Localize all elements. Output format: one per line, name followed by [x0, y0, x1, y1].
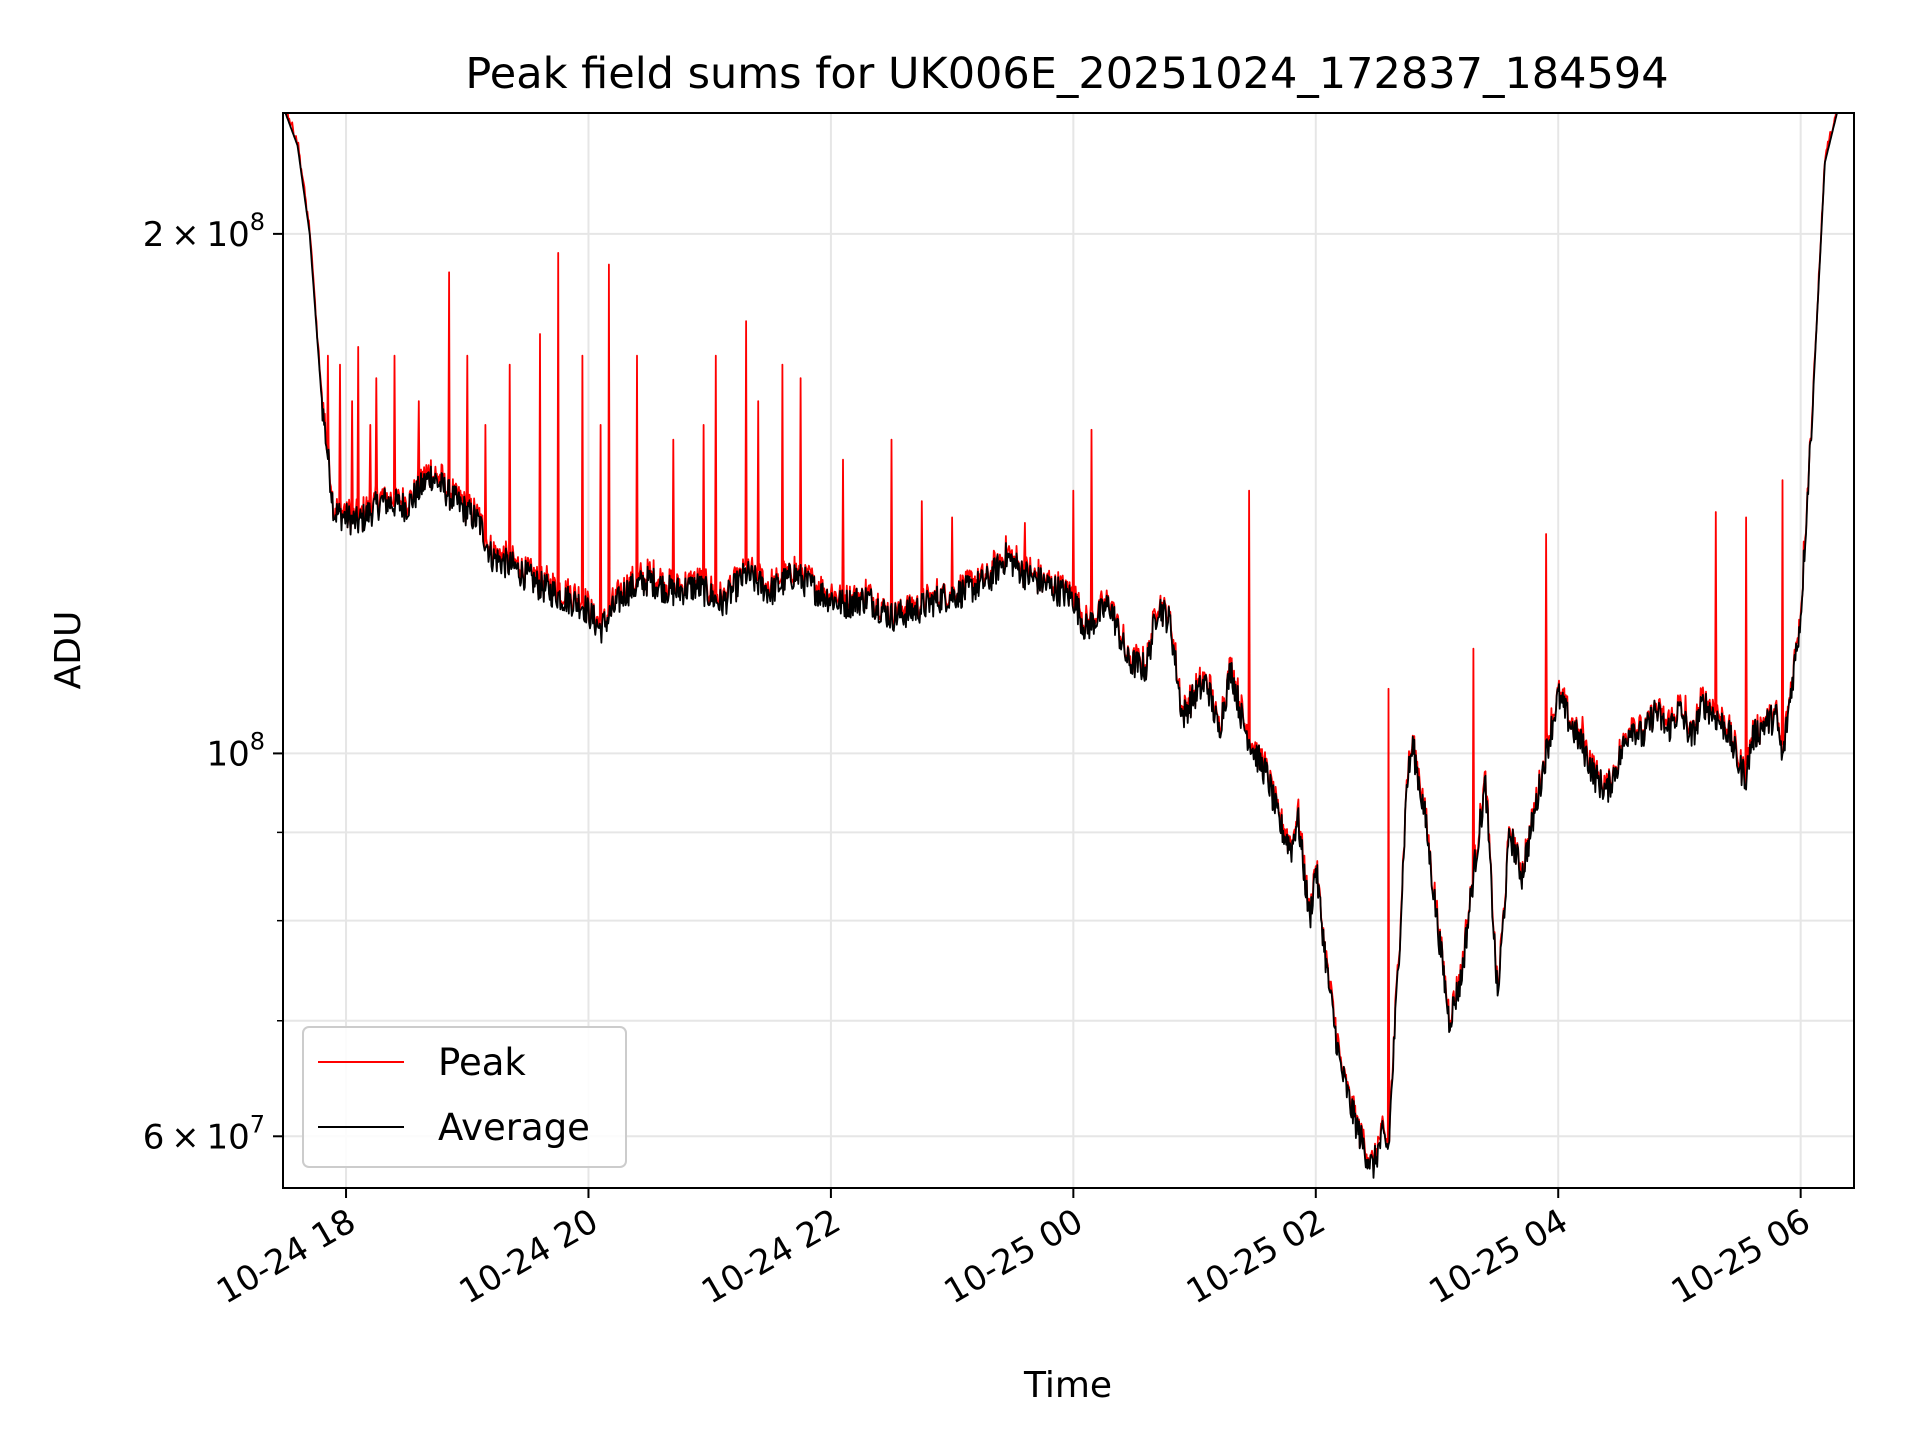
- y-tick-label: 108: [206, 727, 265, 774]
- x-axis-label: Time: [1023, 1365, 1112, 1406]
- y-tick-label: 2 × 108: [143, 208, 265, 255]
- y-axis: 6 × 107 108 2 × 108: [143, 208, 283, 1157]
- legend-label-peak: Peak: [438, 1041, 526, 1084]
- series-line-average: [284, 113, 1854, 1179]
- legend: Peak Average: [302, 1026, 627, 1168]
- y-axis-label: ADU: [48, 611, 89, 690]
- legend-label-average: Average: [438, 1106, 590, 1149]
- chart-title: Peak field sums for UK006E_20251024_1728…: [465, 49, 1668, 99]
- y-tick-label: 6 × 107: [143, 1110, 265, 1157]
- series-line-peak: [284, 113, 1844, 1173]
- plot-area-frame: [282, 112, 1855, 1189]
